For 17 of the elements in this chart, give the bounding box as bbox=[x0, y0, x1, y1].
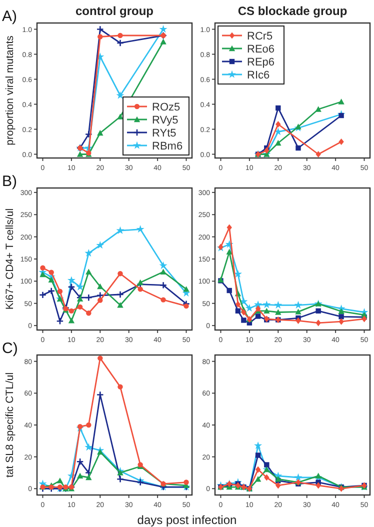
legend-label: REp6 bbox=[247, 56, 275, 68]
legend-label: RIc6 bbox=[247, 70, 270, 82]
legend-label: ROz5 bbox=[152, 102, 180, 114]
legend-label: REo6 bbox=[247, 44, 275, 56]
chart-title: control group bbox=[76, 4, 154, 18]
text: B) bbox=[2, 173, 18, 190]
y-axis-title: proportion viral mutants bbox=[4, 36, 16, 146]
legend-label: RYt5 bbox=[152, 128, 176, 140]
x-axis-title: days post infection bbox=[137, 513, 237, 527]
y-axis-title: Ki67+ CD4+ T cells/ul bbox=[4, 208, 16, 310]
legend-label: RCr5 bbox=[247, 30, 273, 42]
text: C) bbox=[2, 340, 18, 357]
text: A) bbox=[2, 8, 18, 25]
y-axis-title: tat SL8 specific CTL/ul bbox=[4, 372, 16, 478]
legend-label: RBm6 bbox=[152, 140, 183, 152]
legend-label: RVy5 bbox=[152, 114, 178, 126]
chart-title: CS blockade group bbox=[238, 4, 348, 18]
